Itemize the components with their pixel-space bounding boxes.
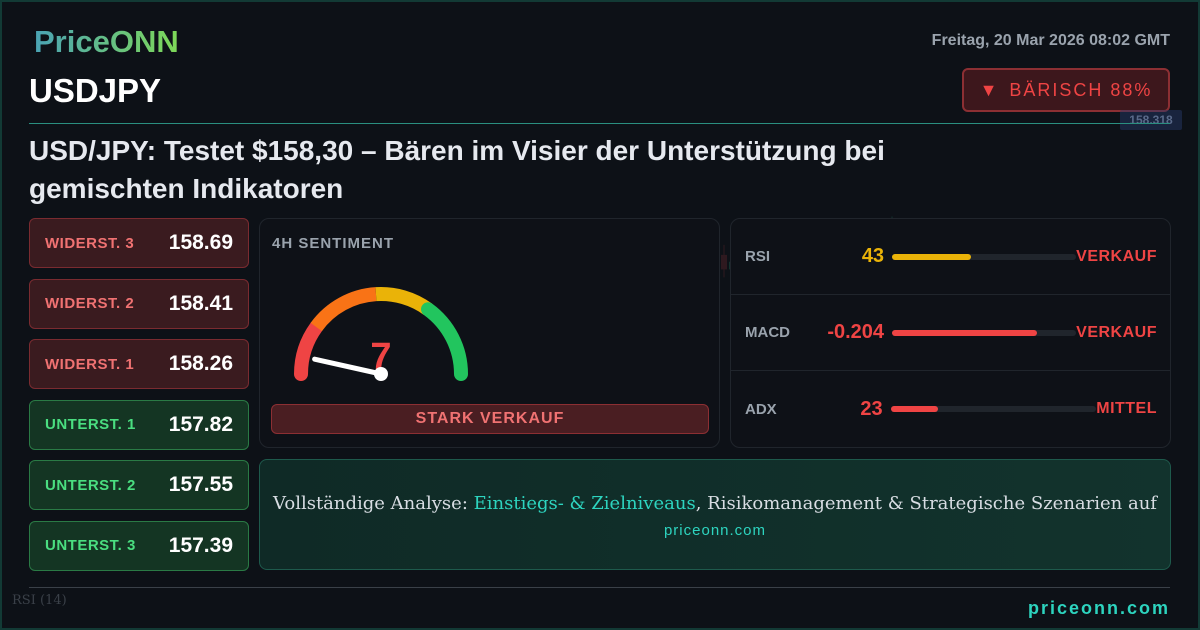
indicator-bar-fill (892, 253, 972, 260)
indicator-name: MACD (745, 324, 790, 341)
level-value: 158.26 (168, 352, 233, 375)
indicators-card: RSI 43 VERKAUF MACD -0.204 VERKAUF ADX 23 MITTEL (730, 218, 1171, 448)
sentiment-title: 4H SENTIMENT (272, 235, 395, 252)
indicator-bar-fill (890, 406, 938, 412)
background-rsi-label: RSI (14) (12, 593, 67, 608)
resistance-level: WIDERST. 3 158.69 (29, 218, 249, 268)
cta-prefix: Vollständige Analyse: (273, 493, 474, 514)
rsi-label: RSI (12, 593, 36, 608)
rsi-period: (14) (39, 593, 67, 608)
level-label: WIDERST. 3 (45, 234, 135, 252)
footer-url[interactable]: priceonn.com (1027, 598, 1170, 618)
date-timestamp: Freitag, 20 Mar 2026 08:02 GMT (931, 32, 1170, 49)
support-level: UNTERST. 3 157.39 (29, 520, 249, 571)
brand-logo: PriceONN (34, 24, 179, 59)
indicator-signal: MITTEL (1096, 400, 1157, 417)
badge-label: BÄRISCH 88% (1009, 79, 1153, 100)
triangle-down-icon: ▼ (979, 79, 1000, 100)
indicator-value: -0.204 (827, 321, 885, 343)
sentiment-badge: ▼ BÄRISCH 88% (962, 68, 1170, 112)
gauge-pivot (374, 367, 388, 381)
indicator-bar (892, 329, 1077, 336)
cta-suffix: , Risikomanagement & Strategische Szenar… (695, 493, 1157, 514)
gauge-segment-red (294, 319, 324, 381)
level-label: WIDERST. 2 (45, 295, 135, 312)
indicator-value: 43 (861, 245, 885, 267)
gauge-segment-orange (310, 287, 377, 332)
indicator-name: RSI (745, 248, 771, 265)
header-divider (29, 123, 1170, 124)
headline: USD/JPY: Testet $158,30 – Bären im Visie… (29, 135, 885, 204)
indicator-bar (892, 253, 1077, 260)
cta-highlight[interactable]: Einstiegs- & Zielniveaus (473, 493, 696, 514)
resistance-level: WIDERST. 1 158.26 (29, 339, 249, 389)
footer-divider (29, 587, 1170, 588)
support-level: UNTERST. 2 157.55 (29, 460, 249, 510)
gauge-needle (312, 356, 384, 377)
resistance-level: WIDERST. 2 158.41 (29, 278, 249, 329)
level-label: WIDERST. 1 (45, 355, 135, 373)
sentiment-gauge: 7 (294, 287, 468, 381)
level-value: 157.39 (168, 533, 233, 557)
cta-link[interactable]: priceonn.com (663, 522, 767, 539)
indicator-signal: VERKAUF (1076, 323, 1157, 341)
symbol-title: USDJPY (29, 72, 162, 109)
level-label: UNTERST. 1 (45, 416, 136, 433)
level-value: 157.82 (168, 412, 233, 436)
background-price-label: 158.318 (1120, 110, 1182, 130)
background-candle (721, 254, 727, 270)
indicator-row-rsi: RSI 43 VERKAUF (731, 219, 1170, 295)
indicator-bar-fill (892, 329, 1038, 336)
sentiment-card: 4H SENTIMENT 7 STARK VERKAUF (259, 218, 720, 448)
gauge-segment-green (421, 302, 468, 381)
level-value: 158.41 (168, 291, 233, 315)
indicator-bar (890, 406, 1097, 412)
sentiment-label: STARK VERKAUF (271, 404, 709, 434)
level-value: 158.69 (168, 231, 233, 254)
indicator-signal: VERKAUF (1076, 247, 1157, 265)
gauge-value: 7 (370, 336, 391, 378)
indicator-name: ADX (745, 400, 777, 418)
indicator-value: 23 (860, 397, 883, 420)
level-label: UNTERST. 2 (45, 476, 136, 494)
level-label: UNTERST. 3 (45, 537, 136, 554)
indicator-row-macd: MACD -0.204 VERKAUF (731, 295, 1170, 371)
gauge-segment-yellow (375, 287, 433, 316)
level-value: 157.55 (168, 473, 233, 496)
indicator-row-adx: ADX 23 MITTEL (731, 371, 1170, 447)
support-level: UNTERST. 1 157.82 (29, 399, 249, 450)
analysis-cta[interactable]: Vollständige Analyse: Einstiegs- & Zieln… (259, 459, 1171, 570)
